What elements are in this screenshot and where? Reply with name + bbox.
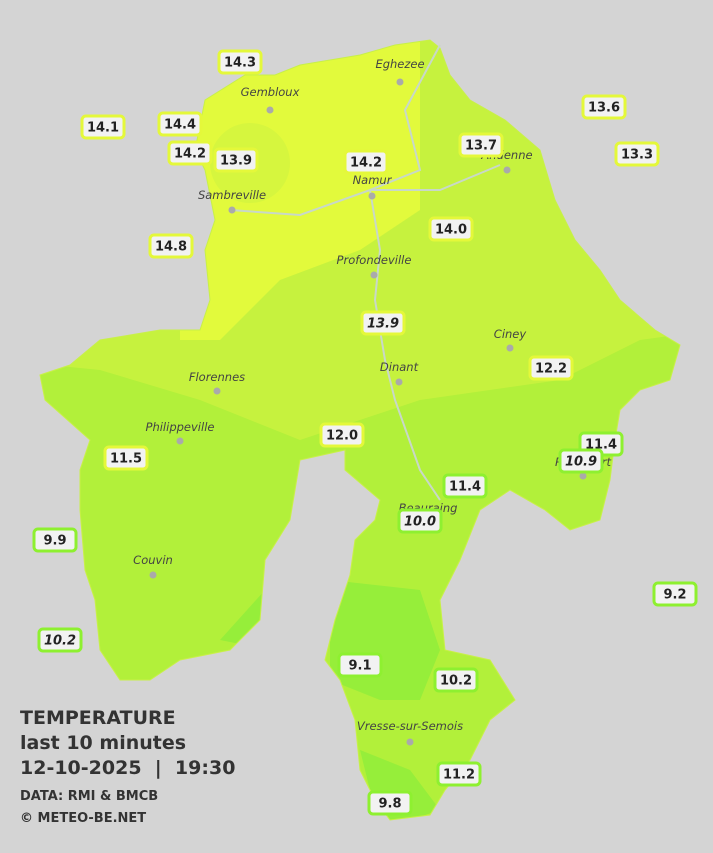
station-temp: 13.9 (220, 154, 252, 169)
town-name: Florennes (189, 370, 245, 384)
town-dot (370, 271, 378, 279)
station-box (32, 527, 78, 553)
station-box (217, 49, 263, 75)
town-dot (213, 387, 221, 395)
title: TEMPERATURE (20, 707, 176, 729)
station-box (428, 216, 474, 242)
town-name: Namur (353, 173, 393, 187)
station-box (436, 761, 482, 787)
station-box (652, 581, 698, 607)
town-name: Sambreville (198, 188, 266, 202)
station-box (167, 140, 213, 166)
station-temp: 11.5 (110, 452, 142, 467)
station-box (558, 448, 604, 474)
station-temp: 10.2 (440, 674, 472, 689)
station-box (37, 627, 83, 653)
station-box (528, 355, 574, 381)
station-box (157, 111, 203, 137)
copyright: © METEO-BE.NET (20, 811, 146, 826)
station-temp: 11.4 (449, 480, 481, 495)
town-name: Ciney (494, 327, 527, 341)
station-box (80, 114, 126, 140)
town-dot (406, 738, 414, 746)
station-temp: 14.3 (224, 56, 256, 71)
station-temp: 13.3 (621, 148, 653, 163)
station-temp: 10.9 (565, 455, 597, 470)
station-temp: 10.0 (404, 515, 436, 530)
town-dot (368, 192, 376, 200)
town-dot (506, 344, 514, 352)
station-temp: 10.2 (44, 634, 76, 649)
station-temp: 11.2 (443, 768, 475, 783)
station-box (343, 149, 389, 175)
station-box (442, 473, 488, 499)
station-box (213, 147, 259, 173)
station-temp: 14.0 (435, 223, 467, 238)
station-temp: 14.8 (155, 240, 187, 255)
station-box (148, 233, 194, 259)
source: DATA: RMI & BMCB (20, 789, 158, 804)
town-name: Gembloux (241, 85, 300, 99)
station-box (458, 132, 504, 158)
town-dot (395, 378, 403, 386)
station-box (103, 445, 149, 471)
town-dot (266, 106, 274, 114)
town-name: Eghezee (375, 57, 424, 71)
town-name: Couvin (133, 553, 173, 567)
town-dot (228, 206, 236, 214)
town-name: Vresse-sur-Semois (357, 719, 463, 733)
station-box (367, 790, 413, 816)
station-temp: 9.2 (663, 588, 686, 603)
station-box (337, 652, 383, 678)
town-name: Dinant (380, 360, 419, 374)
town-name: Profondeville (337, 253, 412, 267)
town-dot (396, 78, 404, 86)
station-temp: 14.2 (350, 156, 382, 171)
station-box (433, 667, 479, 693)
subtitle: last 10 minutes (20, 732, 186, 754)
station-box (319, 422, 365, 448)
town-dot (149, 571, 157, 579)
station-temp: 12.2 (535, 362, 567, 377)
town-dot (176, 437, 184, 445)
station-box (397, 508, 443, 534)
datetime: 12-10-2025 | 19:30 (20, 757, 235, 779)
station-temp: 12.0 (326, 429, 358, 444)
town-name: Philippeville (146, 420, 215, 434)
station-temp: 9.9 (43, 534, 66, 549)
station-box (581, 94, 627, 120)
station-box (360, 310, 406, 336)
station-temp: 13.7 (465, 139, 497, 154)
town-dot (503, 166, 511, 174)
station-box (614, 141, 660, 167)
station-temp: 13.9 (367, 317, 399, 332)
station-temp: 9.8 (378, 797, 401, 812)
station-temp: 9.1 (348, 659, 371, 674)
station-temp: 14.2 (174, 147, 206, 162)
station-temp: 14.1 (87, 121, 119, 136)
station-temp: 14.4 (164, 118, 196, 133)
station-temp: 13.6 (588, 101, 620, 116)
town-dot (579, 472, 587, 480)
